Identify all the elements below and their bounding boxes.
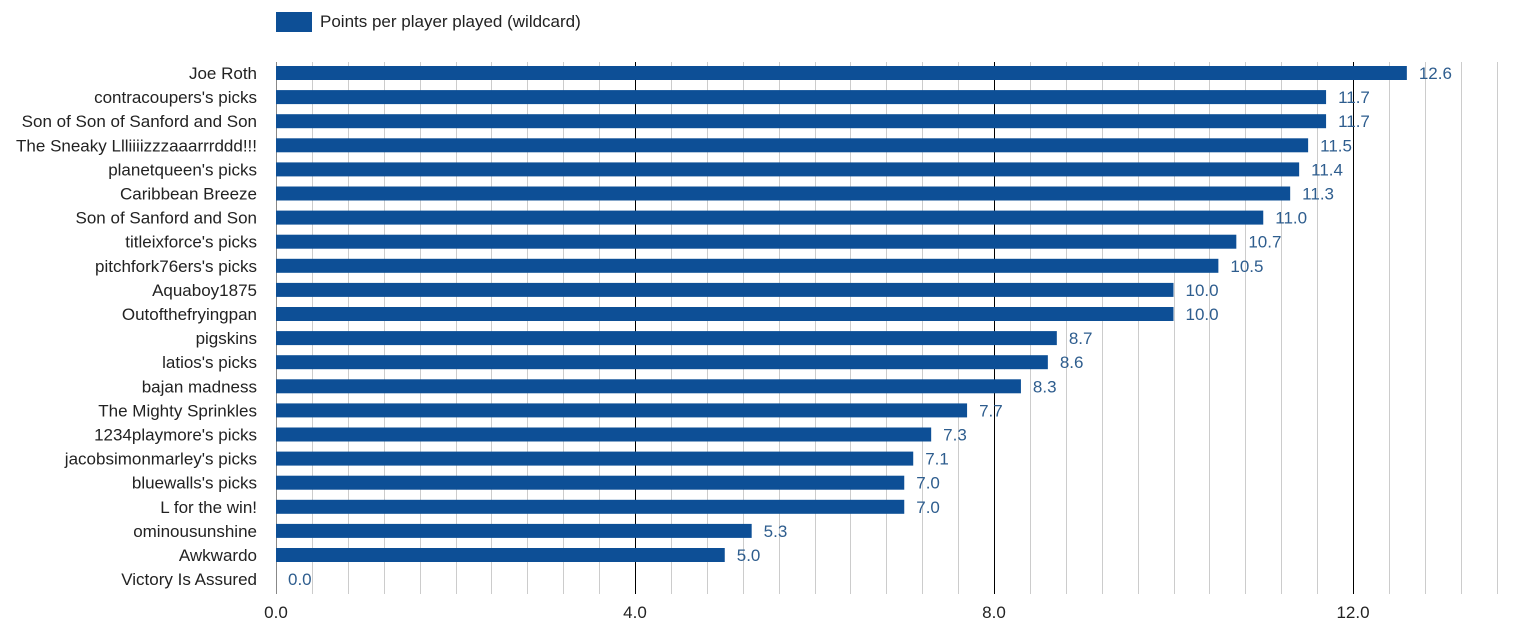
bar <box>276 307 1174 321</box>
bar <box>276 355 1048 370</box>
data-label: 5.0 <box>737 546 761 565</box>
category-label: 1234playmore's picks <box>94 426 257 445</box>
category-label: pigskins <box>196 329 257 348</box>
category-label: latios's picks <box>162 353 257 372</box>
bar <box>276 331 1057 346</box>
data-label: 7.7 <box>979 401 1003 420</box>
category-label: Caribbean Breeze <box>120 185 257 204</box>
data-label: 12.6 <box>1419 64 1452 83</box>
data-label: 11.7 <box>1338 112 1370 131</box>
legend-label: Points per player played (wildcard) <box>320 12 581 31</box>
bar <box>276 282 1174 297</box>
data-label: 8.3 <box>1033 377 1057 396</box>
bar <box>276 90 1327 105</box>
category-label: Outofthefryingpan <box>122 305 257 324</box>
category-label: planetqueen's picks <box>108 160 257 179</box>
bar <box>276 234 1237 249</box>
data-label: 0.0 <box>288 570 312 589</box>
bar <box>276 210 1264 225</box>
bar <box>276 258 1219 273</box>
bar <box>276 162 1300 177</box>
data-label: 10.0 <box>1186 281 1219 300</box>
x-tick-label: 12.0 <box>1336 603 1369 622</box>
data-label: 11.7 <box>1338 88 1370 107</box>
category-label: The Mighty Sprinkles <box>98 401 257 420</box>
category-label: jacobsimonmarley's picks <box>64 450 257 469</box>
data-label: 11.5 <box>1320 136 1352 155</box>
bar <box>276 138 1309 153</box>
bar <box>276 475 905 490</box>
bar <box>276 427 932 442</box>
category-label: pitchfork76ers's picks <box>95 257 257 276</box>
category-label: titleixforce's picks <box>125 233 257 252</box>
data-label: 11.3 <box>1302 185 1334 204</box>
category-label: Joe Roth <box>189 64 257 83</box>
legend-swatch <box>276 12 312 32</box>
category-label: The Sneaky Llliiiizzzaaarrrddd!!! <box>16 136 257 155</box>
bar <box>276 379 1021 394</box>
data-label: 7.1 <box>925 450 949 469</box>
category-label: ominousunshine <box>133 522 257 541</box>
category-label: bluewalls's picks <box>132 474 257 493</box>
category-label: bajan madness <box>142 377 257 396</box>
category-label: Son of Son of Sanford and Son <box>22 112 257 131</box>
bar <box>276 186 1291 201</box>
data-label: 10.7 <box>1248 233 1281 252</box>
data-label: 5.3 <box>764 522 788 541</box>
bar <box>276 114 1327 129</box>
category-label: Victory Is Assured <box>121 570 257 589</box>
category-label: Aquaboy1875 <box>152 281 257 300</box>
data-label: 10.5 <box>1230 257 1263 276</box>
x-tick-label: 0.0 <box>264 603 288 622</box>
data-label: 8.7 <box>1069 329 1093 348</box>
bar <box>276 66 1407 80</box>
data-label: 7.0 <box>916 498 940 517</box>
data-label: 7.3 <box>943 426 967 445</box>
data-label: 7.0 <box>916 474 940 493</box>
category-label: L for the win! <box>160 498 257 517</box>
legend: Points per player played (wildcard) <box>276 12 581 32</box>
bar <box>276 523 752 538</box>
data-label: 8.6 <box>1060 353 1084 372</box>
bar <box>276 499 905 514</box>
category-label: Awkwardo <box>179 546 257 565</box>
category-label: Son of Sanford and Son <box>76 209 257 228</box>
bar <box>276 451 914 466</box>
data-label: 11.4 <box>1311 160 1343 179</box>
data-label: 11.0 <box>1275 209 1307 228</box>
bar <box>276 403 968 418</box>
category-label: contracoupers's picks <box>94 88 257 107</box>
x-tick-label: 4.0 <box>623 603 647 622</box>
data-label: 10.0 <box>1186 305 1219 324</box>
x-tick-label: 8.0 <box>982 603 1006 622</box>
bar <box>276 548 725 562</box>
